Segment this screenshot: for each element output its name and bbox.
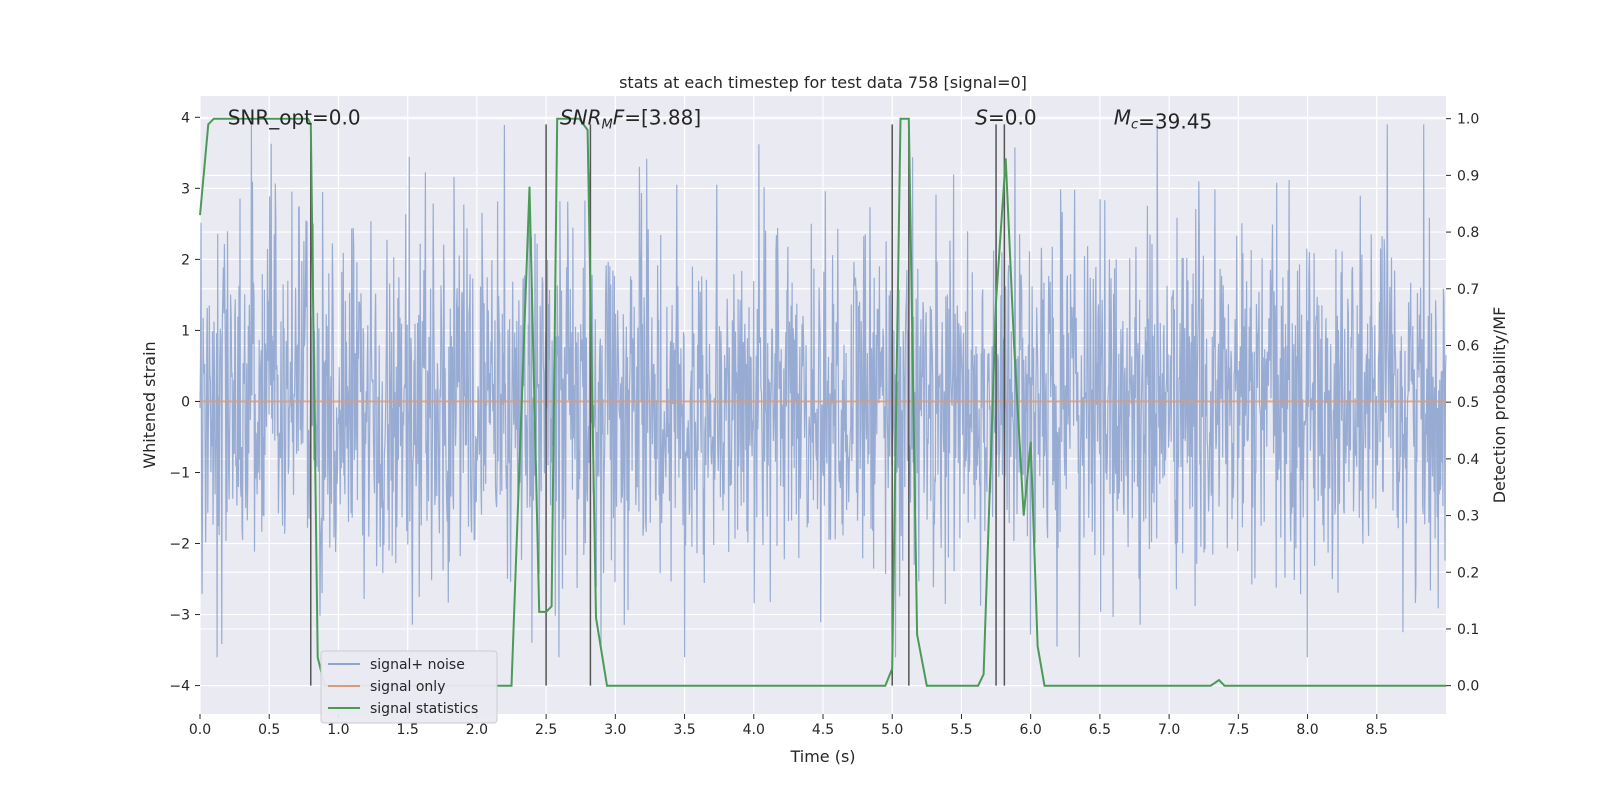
y-tick-label: −3 [169,608,190,624]
x-tick-label: 5.0 [881,722,903,738]
x-axis-ticks: 0.0 0.5 1.0 1.5 2.0 2.5 3.0 3.5 4.0 4.5 5.0 5.5 6.0 6… [189,714,1388,738]
y-tick-label: 1 [181,323,190,339]
x-tick-label: 3.5 [673,722,695,738]
y-right-tick-label: 0.6 [1457,338,1479,354]
annotation-mc-value: Mc=39.45 [1114,105,1212,133]
y-right-tick-label: 0.9 [1457,168,1479,184]
annotation-s-value: S=0.0 [975,105,1036,129]
annotation-snr-mf: SNRMF=[3.88] [560,105,701,132]
chart-title: stats at each timestep for test data 758… [619,73,1027,92]
y-right-tick-label: 0.5 [1457,395,1479,411]
legend-box [320,650,498,724]
x-tick-label: 4.0 [743,722,765,738]
legend-label-noise: signal+ noise [370,657,465,673]
x-tick-label: 7.0 [1158,722,1180,738]
x-axis-label: Time (s) [789,747,855,766]
y-tick-label: 3 [181,181,190,197]
legend-label-statistics: signal statistics [370,701,478,717]
y-right-tick-label: 0.4 [1457,452,1479,468]
y-axis-label: Whitened strain [140,341,159,468]
x-tick-label: 1.5 [397,722,419,738]
y-tick-label: −4 [169,679,190,695]
x-tick-label: 1.0 [327,722,349,738]
x-tick-label: 8.5 [1366,722,1388,738]
y-right-tick-label: 0.8 [1457,225,1479,241]
x-tick-label: 6.0 [1020,722,1042,738]
y-tick-label: 0 [181,394,190,410]
y-right-axis-ticks: 1.0 0.9 0.8 0.7 0.6 0.5 0.4 0.3 0.2 0.1 0.0 [1446,112,1479,695]
y-right-tick-label: 1.0 [1457,112,1479,128]
y-axis-ticks: 4 3 2 1 0 −1 −2 −3 −4 [169,110,200,695]
y-right-tick-label: 0.2 [1457,565,1479,581]
x-tick-label: 7.5 [1227,722,1249,738]
y-tick-label: −2 [169,537,190,553]
noise-series [199,124,1447,658]
annotations: SNR_opt=0.0 SNRMF=[3.88] S=0.0 Mc=39.45 [228,105,1212,133]
x-tick-label: 0.0 [189,722,211,738]
y-right-axis-label: Detection probability/MF [1490,307,1509,504]
y-right-tick-label: 0.3 [1457,509,1479,525]
x-tick-label: 4.5 [812,722,834,738]
vertical-markers [310,124,1006,686]
x-tick-label: 5.5 [950,722,972,738]
legend-label-signal-only: signal only [370,679,445,695]
x-tick-label: 8.0 [1296,722,1318,738]
y-right-tick-label: 0.7 [1457,282,1479,298]
x-tick-label: 2.5 [535,722,557,738]
legend: signal+ noise signal only signal statist… [320,650,498,724]
x-tick-label: 6.5 [1089,722,1111,738]
y-tick-label: 2 [181,252,190,268]
x-tick-label: 3.0 [604,722,626,738]
y-right-tick-label: 0.1 [1457,622,1479,638]
y-tick-label: −1 [169,465,190,481]
signal-noise-line [199,124,1447,658]
annotation-snr-opt: SNR_opt=0.0 [228,105,361,129]
y-right-tick-label: 0.0 [1457,679,1479,695]
x-tick-label: 2.0 [466,722,488,738]
x-tick-label: 0.5 [258,722,280,738]
y-tick-label: 4 [181,110,190,126]
